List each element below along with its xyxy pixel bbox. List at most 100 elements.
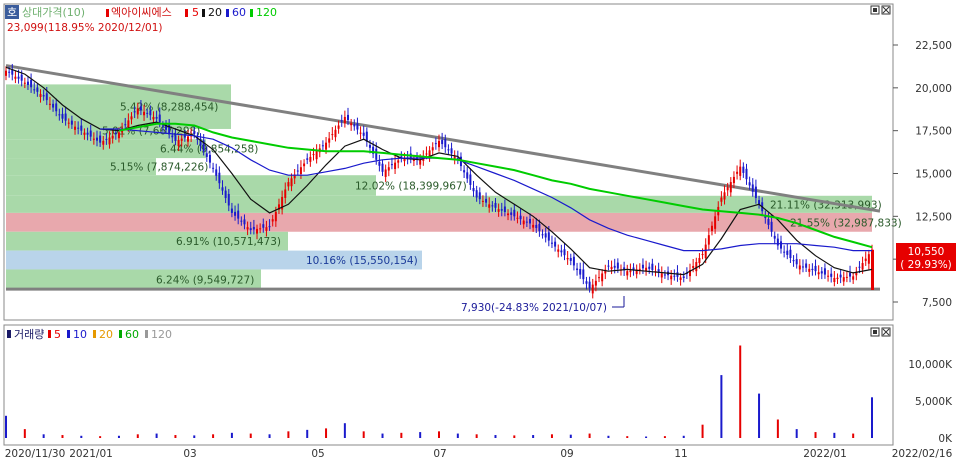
- date-tick-label: 07: [433, 448, 446, 460]
- date-axis: 2020/11/30 2021/01 03 05 07 09 11 2022/01 2022/0…: [5, 448, 953, 460]
- candle-body: [262, 224, 265, 228]
- candle-body: [572, 256, 575, 266]
- candle-body: [547, 232, 550, 241]
- price-tick-label: 12,500: [915, 211, 952, 223]
- candle-body: [136, 108, 139, 115]
- candle-body: [111, 135, 114, 139]
- volume-tick-label: 0K: [938, 433, 953, 445]
- candle-body: [36, 87, 39, 92]
- candle-body: [271, 219, 274, 222]
- volume-ma-label: 5: [54, 328, 61, 341]
- panel-icon[interactable]: [5, 5, 19, 19]
- ma-line-60: [100, 128, 872, 252]
- candle-body: [227, 193, 230, 206]
- candle-body: [268, 226, 271, 228]
- candle-body: [86, 132, 89, 135]
- volume-bar: [155, 433, 158, 438]
- candle-body: [663, 274, 666, 276]
- volume-bar: [80, 435, 83, 438]
- candle-body: [566, 258, 569, 260]
- candle-body: [114, 132, 117, 135]
- candle-body: [456, 157, 459, 160]
- candle-body: [673, 275, 676, 277]
- candle-body: [842, 277, 845, 282]
- volume-bar: [23, 429, 26, 438]
- volume-axis: 0K 5,000K 10,000K: [908, 359, 953, 445]
- candle-body: [259, 228, 262, 230]
- price-volume-bands: 5.42% (8,288,454)5.01% (7,667,298)6.44% …: [6, 84, 902, 290]
- candle-body: [532, 224, 535, 228]
- volume-bar: [438, 431, 440, 438]
- volume-bar: [814, 432, 817, 438]
- candle-body: [689, 270, 692, 277]
- candle-body: [252, 226, 255, 230]
- price-band-label: 5.42% (8,288,454): [120, 102, 218, 114]
- candle-body: [343, 116, 346, 124]
- ma20-label: 20: [208, 6, 222, 19]
- volume-panel-frame: [3, 324, 894, 446]
- candle-body: [177, 139, 180, 147]
- candle-body: [64, 113, 67, 121]
- volume-bar: [663, 436, 666, 438]
- candle-body: [610, 266, 613, 270]
- volume-bar: [174, 435, 177, 438]
- volume-ma-label: 20: [99, 328, 113, 341]
- volume-ma-marker: [48, 330, 51, 338]
- candle-body: [849, 272, 852, 277]
- price-band: [6, 231, 288, 251]
- candle-body: [500, 209, 503, 211]
- candle-body: [55, 103, 58, 112]
- candle-body: [660, 273, 663, 278]
- candle-body: [375, 148, 378, 160]
- candle-body: [852, 276, 855, 280]
- volume-legend-marker: [7, 330, 11, 338]
- candle-body: [525, 221, 528, 223]
- candle-body: [569, 258, 572, 261]
- candle-body: [199, 138, 202, 146]
- candle-body: [798, 265, 801, 270]
- candle-body: [296, 170, 299, 172]
- candle-body: [522, 220, 525, 225]
- volume-bar: [494, 435, 497, 438]
- candle-body: [11, 69, 14, 75]
- price-band-label: 6.24% (9,549,727): [156, 274, 254, 286]
- candle-body: [497, 209, 500, 212]
- candle-body: [419, 159, 422, 165]
- candle-body: [808, 268, 811, 272]
- candle-body: [855, 271, 858, 276]
- candle-body: [8, 71, 11, 73]
- candle-body: [481, 200, 484, 202]
- volume-bars: [5, 345, 873, 438]
- candle-body: [739, 166, 742, 176]
- volume-bar: [795, 429, 798, 438]
- candle-body: [472, 188, 475, 192]
- candle-body: [858, 266, 861, 268]
- price-band: [6, 212, 872, 232]
- candle-body: [180, 138, 183, 141]
- candle-body: [641, 264, 644, 269]
- candle-body: [488, 204, 491, 208]
- candle-body: [171, 135, 174, 138]
- candle-body: [212, 167, 215, 169]
- candle-body: [519, 215, 522, 220]
- candle-body: [384, 169, 387, 177]
- candle-body: [632, 267, 635, 271]
- candle-body: [494, 202, 497, 208]
- candle-body: [657, 269, 660, 273]
- candle-body: [638, 268, 641, 270]
- volume-ma-marker: [145, 330, 148, 338]
- price-band: [6, 175, 376, 196]
- candle-body: [293, 174, 296, 179]
- last-candle: [871, 249, 874, 291]
- candle-body: [485, 198, 488, 203]
- candle-body: [598, 277, 601, 279]
- volume-bar: [833, 432, 836, 438]
- candle-body: [723, 192, 726, 200]
- candle-body: [425, 153, 428, 155]
- candle-body: [588, 281, 591, 289]
- candle-body: [130, 116, 133, 120]
- candle-body: [701, 254, 704, 256]
- candle-body: [830, 273, 833, 277]
- candle-body: [394, 162, 397, 170]
- candle-body: [80, 125, 83, 131]
